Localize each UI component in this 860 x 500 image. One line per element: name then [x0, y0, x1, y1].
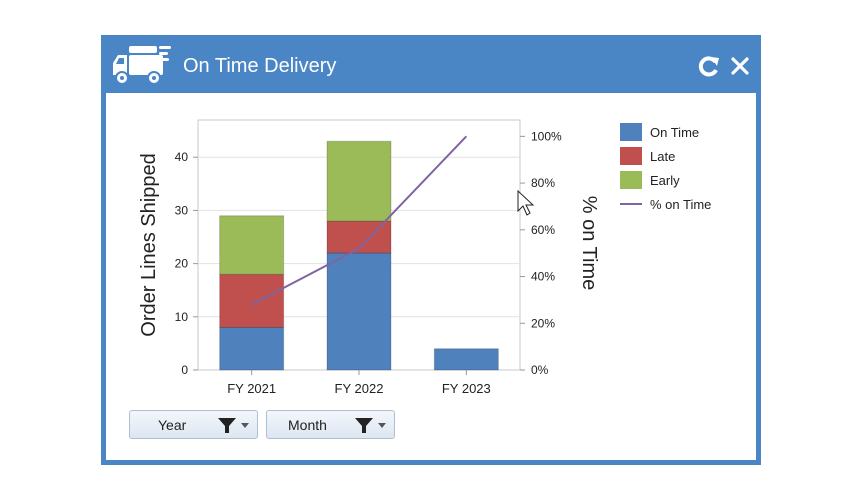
year-filter-button[interactable]: Year — [129, 410, 258, 439]
on-time-delivery-widget: On Time Delivery 0 10 20 30 40 0% 20% 40% 60% 80… — [101, 35, 761, 465]
bars — [219, 140, 499, 371]
y-tick-label: 40 — [175, 150, 189, 164]
year-filter-label: Year — [158, 417, 187, 433]
y2-tick-label: 20% — [531, 316, 555, 330]
percent-on-time-line[interactable] — [251, 135, 468, 306]
filter-icon — [355, 418, 373, 433]
legend-swatch — [620, 171, 642, 189]
legend-label: Late — [650, 149, 675, 164]
delivery-truck-icon — [113, 46, 171, 85]
legend-label: Early — [650, 173, 680, 188]
chevron-down-icon — [378, 423, 386, 428]
y-tick-label: 10 — [175, 310, 189, 324]
widget-title: On Time Delivery — [183, 55, 337, 77]
y2-tick-label: 0% — [531, 363, 549, 377]
widget-body: 0 10 20 30 40 0% 20% 40% 60% 80% 100% FY 2021 FY 2… — [106, 93, 756, 460]
bar-segment-late[interactable] — [219, 273, 285, 328]
widget-header: On Time Delivery — [101, 35, 761, 93]
legend-label: % on Time — [650, 197, 711, 212]
y2-tick-label: 100% — [531, 129, 562, 143]
y-tick-label: 0 — [181, 363, 188, 377]
bar-segment-on-time[interactable] — [326, 252, 392, 371]
bar-segment-early[interactable] — [219, 215, 285, 275]
y2-tick-label: 80% — [531, 176, 555, 190]
month-filter-label: Month — [288, 417, 327, 433]
y2-axis-label: % on Time — [578, 196, 600, 290]
y2-tick-label: 60% — [531, 223, 555, 237]
chevron-down-icon — [241, 423, 249, 428]
percent-line — [251, 135, 468, 306]
y-tick-label: 30 — [175, 203, 189, 217]
x-axis-ticks: FY 2021 FY 2022 FY 2023 — [227, 370, 491, 396]
bar-segment-on-time[interactable] — [433, 348, 499, 371]
x-tick-label: FY 2021 — [227, 381, 276, 396]
filter-icon — [218, 418, 236, 433]
refresh-icon[interactable] — [695, 53, 721, 79]
y-axis-label: Order Lines Shipped — [138, 153, 160, 336]
legend-swatch — [620, 123, 642, 141]
x-tick-label: FY 2023 — [442, 381, 491, 396]
bar-segment-early[interactable] — [326, 140, 392, 222]
close-icon[interactable] — [727, 53, 753, 79]
legend-label: On Time — [650, 125, 699, 140]
y-tick-label: 20 — [175, 257, 189, 271]
right-axis-ticks: 0% 20% 40% 60% 80% 100% — [520, 129, 562, 377]
x-tick-label: FY 2022 — [335, 381, 384, 396]
legend-swatch — [620, 147, 642, 165]
y2-tick-label: 40% — [531, 270, 555, 284]
left-axis-ticks: 0 10 20 30 40 — [175, 150, 198, 377]
mouse-cursor-icon — [517, 189, 535, 216]
month-filter-button[interactable]: Month — [266, 410, 395, 439]
legend: On Time Late Early % on Time — [620, 123, 711, 212]
bar-segment-on-time[interactable] — [219, 326, 285, 371]
